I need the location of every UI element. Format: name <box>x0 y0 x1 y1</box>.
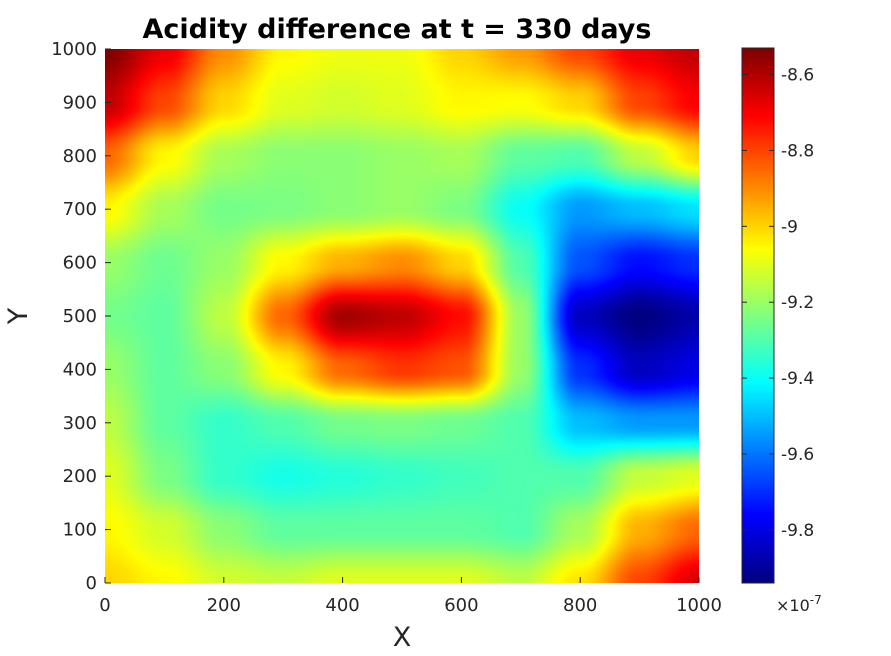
x-tick-label: 0 <box>99 595 110 616</box>
y-axis-label: Y <box>3 307 34 325</box>
x-tick-label: 200 <box>207 595 241 616</box>
y-axis: 0 100 200 300 400 500 600 700 800 900 1000 <box>51 39 111 594</box>
colorbar-tick-label: -9.6 <box>781 445 814 465</box>
x-tick-label: 400 <box>325 595 359 616</box>
x-axis: 0 200 400 600 800 1000 <box>99 577 722 616</box>
colorbar-tick-label: -9.8 <box>781 521 814 541</box>
x-tick-label: 1000 <box>676 595 722 616</box>
y-tick-label: 0 <box>86 573 97 594</box>
y-tick-label: 900 <box>63 92 97 113</box>
y-tick-label: 600 <box>63 253 97 274</box>
colorbar-multiplier: ×10-7 <box>776 593 822 615</box>
x-axis-label: X <box>393 622 412 653</box>
colorbar-gradient <box>742 48 774 583</box>
colorbar-tick-label: -8.6 <box>781 66 814 86</box>
y-tick-label: 500 <box>63 306 97 327</box>
y-tick-label: 200 <box>63 466 97 487</box>
x-tick-label: 600 <box>444 595 478 616</box>
y-tick-label: 1000 <box>51 39 97 60</box>
y-tick-label: 700 <box>63 199 97 220</box>
y-tick-label: 100 <box>63 520 97 541</box>
colorbar-ticks: -9.8 -9.6 -9.4 -9.2 -9 -8.8 -8.6 <box>742 66 814 541</box>
y-tick-label: 800 <box>63 146 97 167</box>
x-tick-label: 800 <box>563 595 597 616</box>
colorbar-tick-label: -9.4 <box>781 369 814 389</box>
chart-title: Acidity difference at t = 330 days <box>143 14 652 45</box>
plot-area <box>105 49 699 583</box>
colorbar-multiplier-base: ×10 <box>776 596 810 615</box>
colorbar-frame <box>741 47 775 584</box>
colorbar-multiplier-exponent: -7 <box>810 593 822 607</box>
y-tick-label: 400 <box>63 359 97 380</box>
colorbar-tick-label: -9.2 <box>781 293 814 313</box>
colorbar-tick-label: -8.8 <box>781 141 814 161</box>
y-tick-label: 300 <box>63 413 97 434</box>
colorbar-tick-label: -9 <box>781 217 798 237</box>
heatmap-surface <box>105 49 699 583</box>
colorbar: -9.8 -9.6 -9.4 -9.2 -9 -8.8 -8.6 ×10-7 <box>741 47 822 615</box>
